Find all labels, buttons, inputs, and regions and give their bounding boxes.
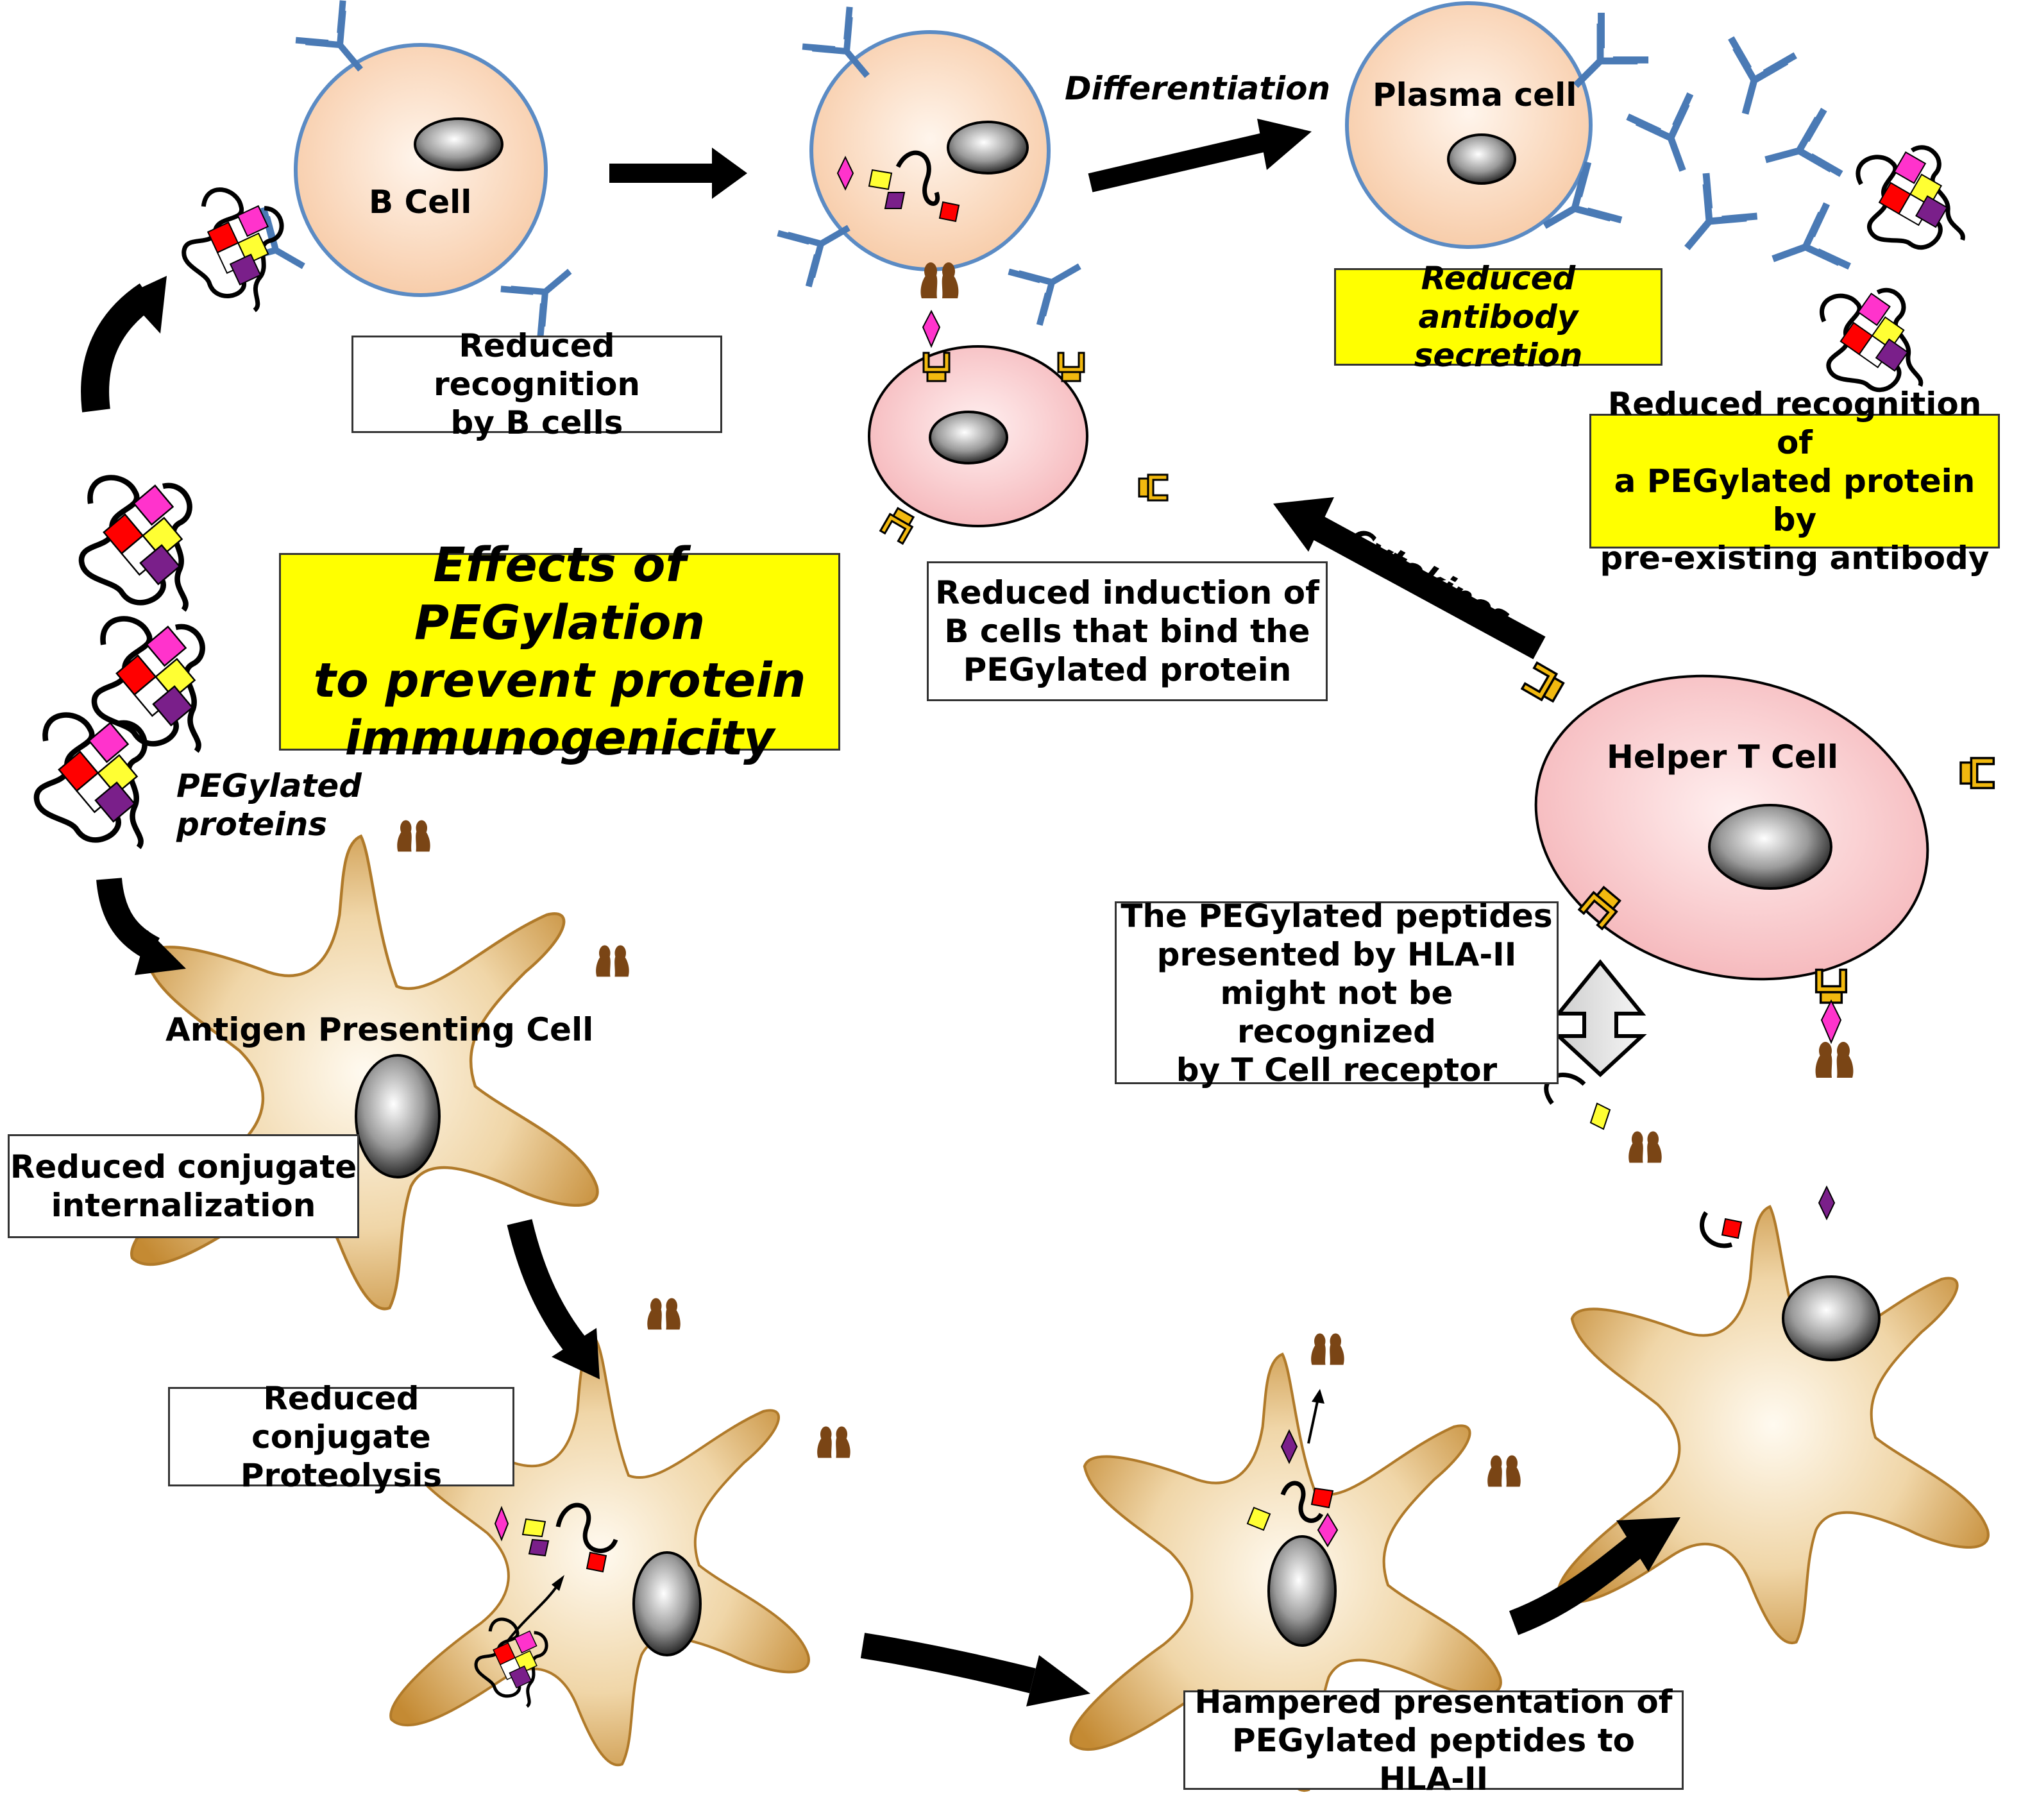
apc-4 [1544, 1042, 1988, 1643]
b-cell-2 [778, 7, 1095, 325]
box-reduced-recognition-b-text: Reduced recognition by B cells [433, 327, 641, 441]
differentiation-label: Differentiation [1065, 70, 1331, 107]
box-hampered-presentation-text: Hampered presentation of PEGylated pepti… [1194, 1683, 1673, 1798]
plasma-cell [1345, 1, 1648, 255]
box-tcr-not-recognized-text: The PEGylated peptides presented by HLA-… [1121, 897, 1553, 1089]
diagram-title: Effects of PEGylation to prevent protein… [279, 538, 840, 766]
box-reduced-proteolysis: Reduced conjugate Proteolysis [168, 1380, 514, 1494]
box-reduced-recognition-b: Reduced recognition by B cells [351, 327, 722, 441]
plasma-cell-label: Plasma cell [1373, 76, 1577, 114]
apc-2 [391, 1298, 850, 1765]
helper-t-cell-label: Helper T Cell [1607, 738, 1839, 776]
box-reduced-antibody-secretion-text: Reduced antibody secretion [1414, 260, 1583, 374]
diagram-title-text: Effects of PEGylation to prevent protein… [313, 538, 806, 766]
helper-t-cell [1521, 661, 1995, 1044]
b-cell-1 [233, 1, 589, 336]
box-reduced-internalization-text: Reduced conjugate internalization [10, 1148, 357, 1224]
box-reduced-internalization: Reduced conjugate internalization [8, 1134, 359, 1238]
apc-3 [1070, 1333, 1521, 1791]
box-reduced-proteolysis-text: Reduced conjugate Proteolysis [240, 1379, 443, 1494]
box-tcr-not-recognized: The PEGylated peptides presented by HLA-… [1115, 897, 1559, 1089]
box-reduced-induction: Reduced induction of B cells that bind t… [927, 561, 1328, 701]
pegylated-proteins-label: PEGylated proteins [176, 767, 362, 843]
apc-1 [131, 820, 629, 1309]
box-reduced-antibody-secretion: Reduced antibody secretion [1334, 260, 1662, 374]
box-reduced-recognition-antibody-text: Reduced recognition of a PEGylated prote… [1600, 386, 1990, 577]
box-hampered-presentation: Hampered presentation of PEGylated pepti… [1183, 1683, 1684, 1798]
box-reduced-induction-text: Reduced induction of B cells that bind t… [935, 574, 1319, 688]
b-t-interaction-cell [868, 262, 1169, 545]
b-cell-label: B Cell [369, 183, 472, 221]
apc-label: Antigen Presenting Cell [165, 1011, 594, 1048]
box-reduced-recognition-antibody: Reduced recognition of a PEGylated prote… [1589, 386, 2000, 577]
